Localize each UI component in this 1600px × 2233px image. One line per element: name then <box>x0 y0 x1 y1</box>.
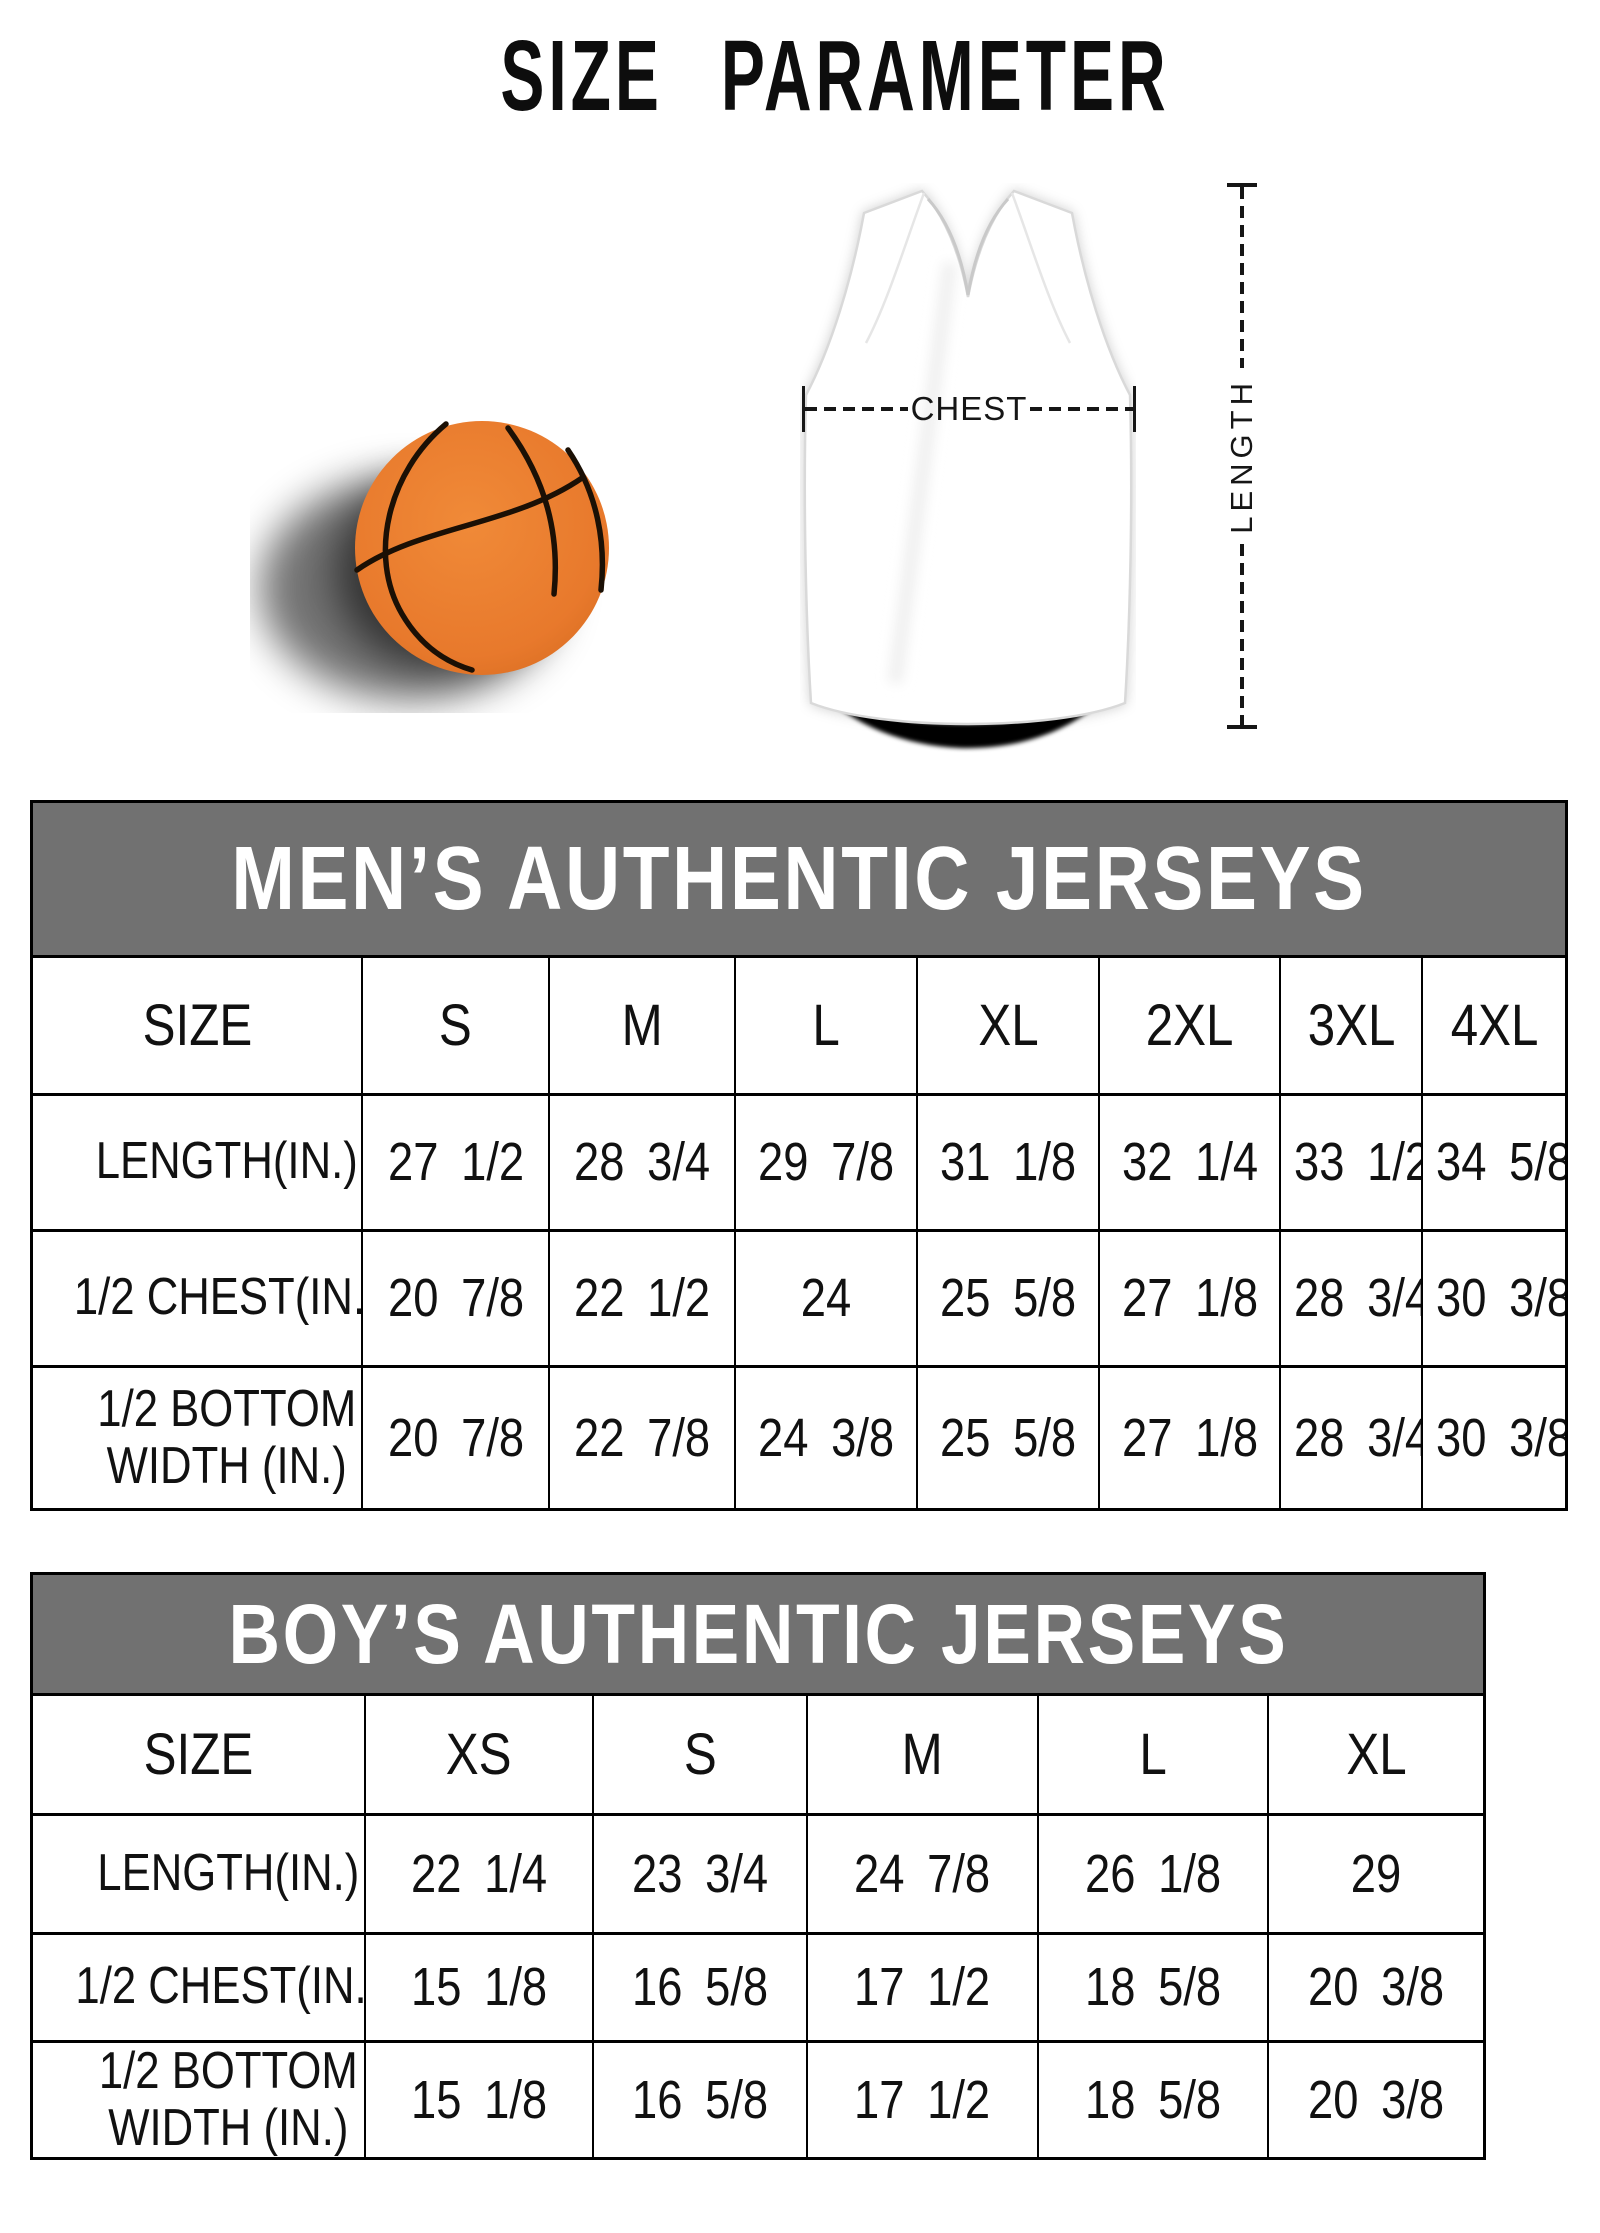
table-cell: 34 5/8 <box>1421 1092 1565 1232</box>
jersey-illustration <box>800 183 1136 753</box>
table-cell: 18 5/8 <box>1036 2039 1270 2157</box>
size-corner-cell: SIZE <box>33 958 364 1096</box>
boys-table-header: BOY’S AUTHENTIC JERSEYS <box>33 1575 1483 1696</box>
table-cell: 30 3/8 <box>1421 1364 1565 1508</box>
length-dash-top <box>1240 187 1244 369</box>
table-cell: 17 1/2 <box>806 1931 1039 2043</box>
length-label: LENGTH <box>1224 378 1259 534</box>
row-label: 1/2 CHEST(IN.) <box>33 1228 364 1368</box>
table-cell: 16 5/8 <box>591 1931 809 2043</box>
table-cell: 20 3/8 <box>1267 2039 1483 2157</box>
mens-length-row: LENGTH(IN.) 27 1/2 28 3/4 29 7/8 31 1/8 … <box>33 1092 1565 1232</box>
table-cell: 27 1/2 <box>361 1092 551 1232</box>
mens-table-title: MEN’S AUTHENTIC JERSEYS <box>231 828 1367 929</box>
mens-bottom-width-row: 1/2 BOTTOM WIDTH (IN.) 20 7/8 22 7/8 24 … <box>33 1364 1565 1508</box>
table-cell: 25 5/8 <box>915 1228 1101 1368</box>
column-header: S <box>591 1696 809 1816</box>
mens-size-row: SIZE S M L XL 2XL 3XL 4XL <box>33 958 1565 1096</box>
jersey-raglan-seams <box>864 192 1072 344</box>
column-header: L <box>1036 1696 1270 1816</box>
table-cell: 22 7/8 <box>548 1364 736 1508</box>
length-dimension: LENGTH <box>1224 183 1260 729</box>
table-cell: 24 7/8 <box>806 1812 1039 1935</box>
boys-chest-row: 1/2 CHEST(IN.) 15 1/8 16 5/8 17 1/2 18 5… <box>33 1931 1483 2043</box>
column-header: XS <box>364 1696 594 1816</box>
table-cell: 26 1/8 <box>1036 1812 1270 1935</box>
boys-size-row: SIZE XS S M L XL <box>33 1696 1483 1816</box>
table-cell: 25 5/8 <box>915 1364 1101 1508</box>
jersey-body <box>803 189 1133 726</box>
basketball-seams <box>354 421 606 673</box>
table-cell: 31 1/8 <box>915 1092 1101 1232</box>
chest-dimension: CHEST <box>802 384 1136 434</box>
chest-dash-right <box>1030 407 1133 411</box>
jersey-icon <box>803 189 1133 749</box>
chest-dash-left <box>805 407 908 411</box>
length-dash-bottom <box>1240 543 1244 725</box>
table-cell: 28 3/4 <box>1278 1228 1424 1368</box>
boys-length-row: LENGTH(IN.) 22 1/4 23 3/4 24 7/8 26 1/8 … <box>33 1812 1483 1935</box>
table-cell: 22 1/4 <box>364 1812 594 1935</box>
page-title: SIZE PARAMETER <box>500 20 1170 132</box>
table-cell: 18 5/8 <box>1036 1931 1270 2043</box>
boys-table-grid: SIZE XS S M L XL LENGTH(IN.) 22 1/4 23 3… <box>33 1696 1483 2157</box>
basketball-illustration <box>250 398 645 713</box>
column-header: XL <box>915 958 1101 1096</box>
row-label: 1/2 CHEST(IN.) <box>33 1931 367 2043</box>
table-cell: 28 3/4 <box>1278 1364 1424 1508</box>
table-cell: 28 3/4 <box>548 1092 736 1232</box>
table-cell: 27 1/8 <box>1098 1228 1281 1368</box>
table-cell: 29 <box>1267 1812 1483 1935</box>
length-tick-top <box>1227 183 1257 187</box>
table-cell: 23 3/4 <box>591 1812 809 1935</box>
chest-tick-left <box>802 386 805 432</box>
table-cell: 20 3/8 <box>1267 1931 1483 2043</box>
mens-size-table: MEN’S AUTHENTIC JERSEYS SIZE S M L XL 2X… <box>30 800 1568 1511</box>
table-cell: 27 1/8 <box>1098 1364 1281 1508</box>
table-cell: 20 7/8 <box>361 1364 551 1508</box>
table-cell: 33 1/2 <box>1278 1092 1424 1232</box>
table-cell: 24 <box>733 1228 918 1368</box>
column-header: 2XL <box>1098 958 1281 1096</box>
table-cell: 17 1/2 <box>806 2039 1039 2157</box>
boys-bottom-width-row: 1/2 BOTTOM WIDTH (IN.) 15 1/8 16 5/8 17 … <box>33 2039 1483 2157</box>
column-header: M <box>548 958 736 1096</box>
boys-table-title: BOY’S AUTHENTIC JERSEYS <box>228 1586 1288 1681</box>
table-cell: 24 3/8 <box>733 1364 918 1508</box>
mens-table-header: MEN’S AUTHENTIC JERSEYS <box>33 803 1565 958</box>
basketball-icon <box>260 421 609 700</box>
chest-tick-right <box>1133 386 1136 432</box>
size-corner-cell: SIZE <box>33 1696 367 1816</box>
row-label: 1/2 BOTTOM WIDTH (IN.) <box>33 1364 364 1508</box>
row-label: LENGTH(IN.) <box>33 1092 364 1232</box>
table-cell: 29 7/8 <box>733 1092 918 1232</box>
column-header: 3XL <box>1278 958 1424 1096</box>
table-cell: 32 1/4 <box>1098 1092 1281 1232</box>
boys-size-table: BOY’S AUTHENTIC JERSEYS SIZE XS S M L XL… <box>30 1572 1486 2160</box>
table-cell: 15 1/8 <box>364 1931 594 2043</box>
mens-table-grid: SIZE S M L XL 2XL 3XL 4XL LENGTH(IN.) 27… <box>33 958 1565 1508</box>
table-cell: 30 3/8 <box>1421 1228 1565 1368</box>
table-cell: 22 1/2 <box>548 1228 736 1368</box>
row-label: 1/2 BOTTOM WIDTH (IN.) <box>33 2039 367 2157</box>
chest-label: CHEST <box>910 390 1028 427</box>
jersey-hem-shadow <box>830 696 1106 749</box>
basketball-body <box>355 421 609 675</box>
length-tick-bottom <box>1227 725 1257 729</box>
column-header: M <box>806 1696 1039 1816</box>
table-cell: 20 7/8 <box>361 1228 551 1368</box>
table-cell: 15 1/8 <box>364 2039 594 2157</box>
column-header: XL <box>1267 1696 1483 1816</box>
column-header: L <box>733 958 918 1096</box>
table-cell: 16 5/8 <box>591 2039 809 2157</box>
jersey-neck-trim <box>926 197 1010 296</box>
column-header: 4XL <box>1421 958 1565 1096</box>
row-label: LENGTH(IN.) <box>33 1812 367 1935</box>
column-header: S <box>361 958 551 1096</box>
mens-chest-row: 1/2 CHEST(IN.) 20 7/8 22 1/2 24 25 5/8 2… <box>33 1228 1565 1368</box>
